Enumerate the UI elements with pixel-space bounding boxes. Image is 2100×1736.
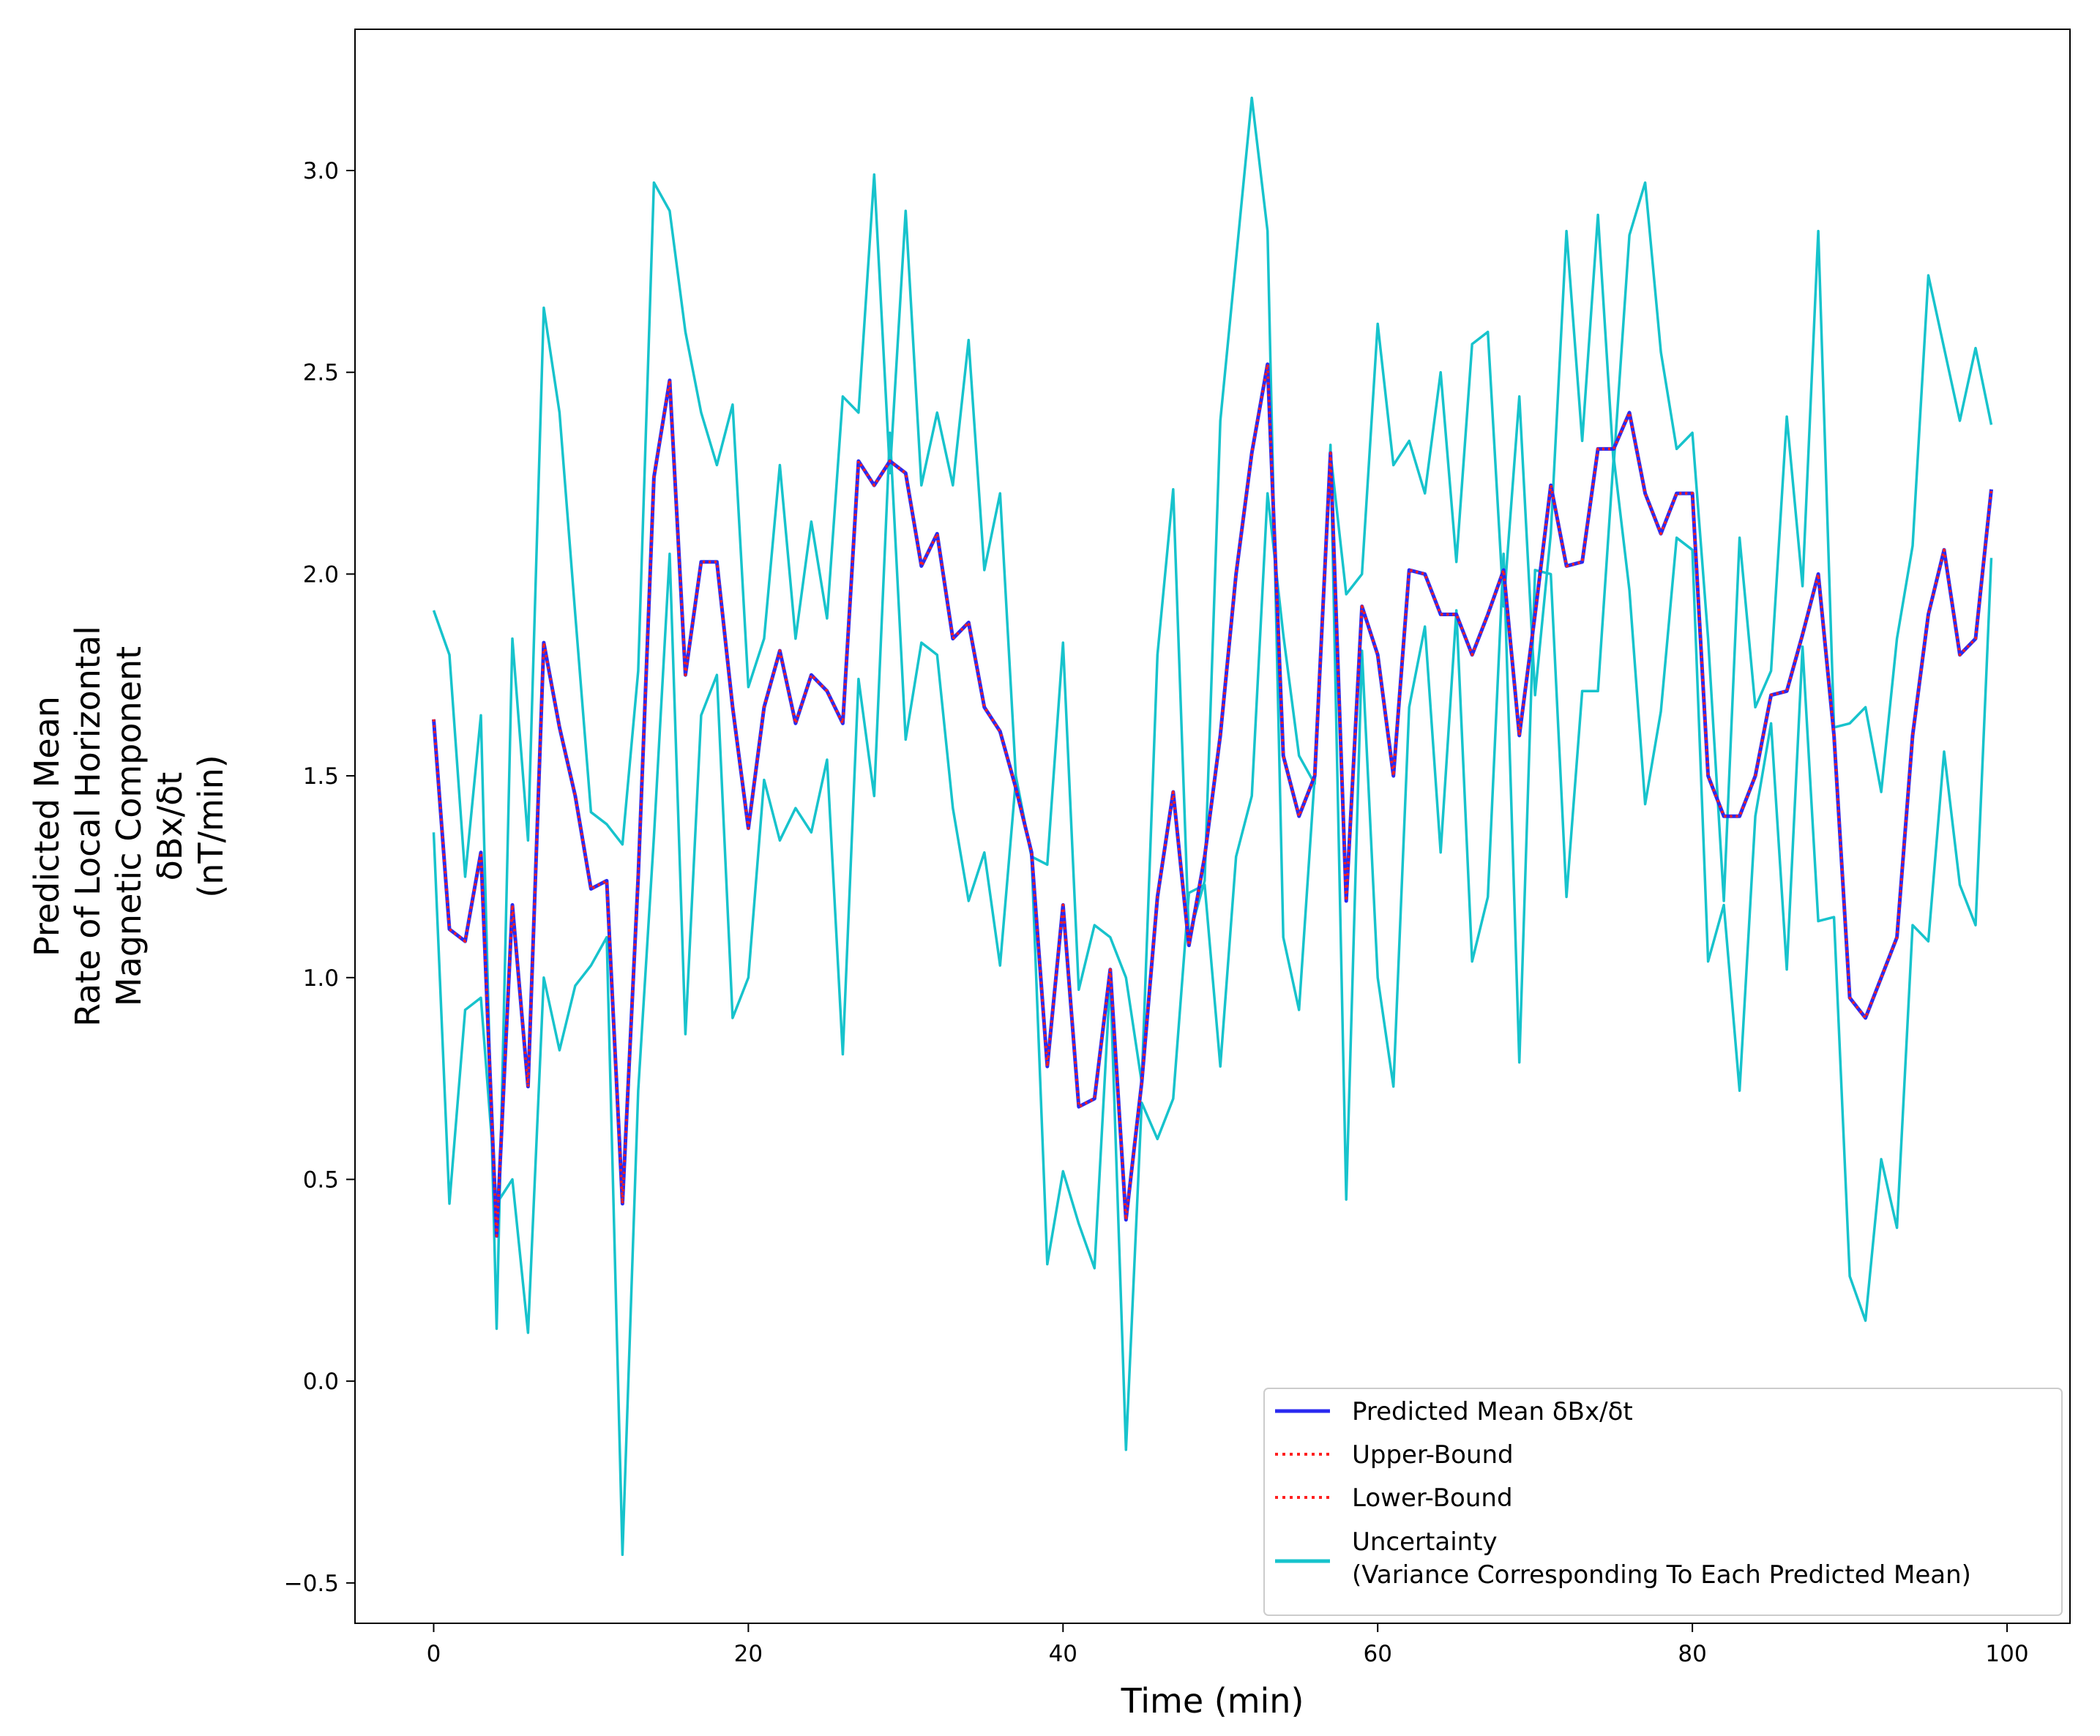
series-layer <box>432 96 1993 1557</box>
series-line-4 <box>432 431 1993 1557</box>
y-tick-label: 1.0 <box>303 965 339 992</box>
x-tick-label: 20 <box>734 1641 763 1667</box>
y-axis-label-line: Rate of Local Horizontal <box>68 626 108 1027</box>
legend-box <box>1263 1388 2063 1616</box>
y-axis-label-line: δBx/δt <box>150 772 190 881</box>
series-line-2 <box>432 362 1993 1238</box>
plot-frame <box>354 29 2071 1624</box>
series-line-3 <box>432 96 1993 1331</box>
legend-label-line2: (Variance Corresponding To Each Predicte… <box>1352 1560 1971 1590</box>
x-tick-label: 0 <box>427 1641 441 1667</box>
y-tick-label: 1.5 <box>303 763 339 790</box>
legend-label: Upper-Bound <box>1352 1440 1514 1470</box>
x-tick-label: 100 <box>1985 1641 2028 1667</box>
y-axis: −0.5 0.0 0.5 1.0 1.5 2.0 2.5 3.0 <box>284 158 355 1597</box>
legend: Predicted Mean δBx/δt Upper-Bound Lower-Bo… <box>1263 1388 2063 1616</box>
legend-label: Predicted Mean δBx/δt <box>1352 1397 1633 1426</box>
y-tick-label: 0.5 <box>303 1167 339 1193</box>
x-tick-label: 60 <box>1363 1641 1391 1667</box>
legend-label: Uncertainty <box>1352 1527 1498 1557</box>
y-axis-label-line: (nT/min) <box>191 755 231 897</box>
legend-label: Lower-Bound <box>1352 1484 1513 1513</box>
y-axis-label-line: Predicted Mean <box>27 696 67 957</box>
y-tick-label: 2.0 <box>303 561 339 588</box>
y-tick-label: −0.5 <box>284 1571 339 1597</box>
x-tick-label: 40 <box>1049 1641 1077 1667</box>
y-tick-label: 0.0 <box>303 1369 339 1395</box>
y-axis-label-line: Magnetic Component <box>109 646 149 1006</box>
x-axis-label: Time (min) <box>1121 1681 1304 1721</box>
x-tick-label: 80 <box>1678 1641 1706 1667</box>
y-tick-label: 3.0 <box>303 158 339 184</box>
y-tick-label: 2.5 <box>303 360 339 386</box>
y-axis-label: Predicted Mean Rate of Local Horizontal Ma… <box>27 626 231 1027</box>
x-axis: 0 20 40 60 80 100 <box>427 1623 2029 1667</box>
